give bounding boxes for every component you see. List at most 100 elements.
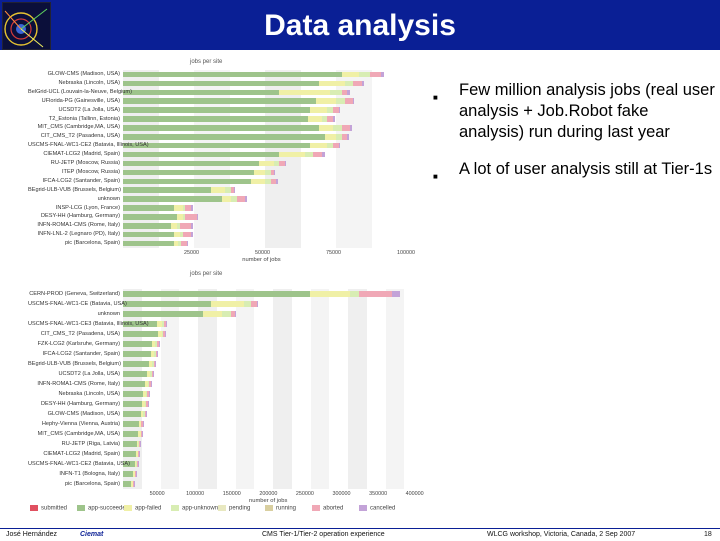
bar-cancelled (191, 205, 193, 211)
bar-app-unknown (358, 71, 371, 78)
bar-app-failed (134, 461, 137, 467)
site-label: CIT_CMS_T2 (Pasadena, USA) (40, 133, 120, 140)
bar-app-succeeded (123, 451, 137, 457)
bar-aborted (230, 187, 234, 193)
bar-app-unknown (221, 311, 231, 317)
bar-app-failed (318, 80, 345, 87)
bar-app-unknown (144, 401, 147, 407)
bar-app-failed (341, 71, 359, 78)
legend-entry: pending (218, 505, 250, 512)
bar-cancelled (148, 391, 150, 397)
bar-app-failed (141, 411, 144, 417)
bar-app-succeeded (123, 196, 223, 202)
site-label: USCMS-FNAL-WC1-CE2 (Batavia, USA) (28, 461, 130, 467)
bar-app-failed (136, 441, 139, 447)
bar-app-failed (143, 391, 146, 397)
bar-aborted (144, 411, 147, 417)
footer-event: WLCG workshop, Victoria, Canada, 2 Sep 2… (487, 531, 636, 538)
bar-app-succeeded (123, 301, 211, 307)
slide-title: Data analysis (264, 9, 456, 42)
bar-app-unknown (143, 411, 145, 417)
footer-center: CMS Tier-1/Tier-2 operation experience (262, 531, 385, 538)
x-tick-label: 25000 (184, 250, 199, 256)
bar-app-succeeded (123, 421, 140, 427)
bar-app-succeeded (123, 411, 142, 417)
bullet-square-icon: ■ (433, 93, 438, 102)
site-label: CIEMAT-LCG2 (Madrid, Spain) (43, 451, 120, 457)
bullet-list: ■ Few million analysis jobs (real user a… (433, 80, 718, 196)
bar-aborted (341, 125, 351, 131)
bar-cancelled (321, 151, 325, 158)
bar-app-failed (279, 89, 331, 95)
site-label: MIT_CMS (Cambridge,MA, USA) (37, 431, 120, 437)
bar-app-succeeded (123, 71, 342, 78)
x-tick-label: 75000 (326, 250, 341, 256)
bar-app-failed (222, 196, 231, 202)
bar-aborted (182, 231, 192, 238)
bar-cancelled (284, 160, 287, 167)
x-tick-label: 400000 (405, 491, 424, 497)
bar-aborted (251, 301, 257, 307)
site-label: INSP-LCG (Lyon, France) (55, 204, 120, 211)
site-label: ITEP (Moscow, Russia) (61, 168, 120, 175)
legend-swatch (312, 505, 320, 511)
bar-cancelled (146, 411, 147, 417)
bar-cancelled (150, 381, 152, 387)
legend-swatch (359, 505, 367, 511)
grid-band (198, 289, 217, 489)
bar-cancelled (353, 98, 355, 104)
bar-app-unknown (265, 178, 271, 184)
x-tick-label: 50000 (255, 250, 270, 256)
bar-app-unknown (230, 196, 237, 202)
x-tick-label: 200000 (259, 491, 278, 497)
legend-entry: app-unknown (171, 505, 218, 512)
bar-app-succeeded (123, 331, 159, 337)
site-label: IFCA-LCG2 (Santander, Spain) (42, 351, 120, 357)
legend-label: aborted (323, 505, 344, 512)
bar-app-failed (142, 401, 145, 407)
bar-cancelled (157, 351, 158, 357)
bullet-item: ■ Few million analysis jobs (real user a… (433, 80, 718, 143)
bar-app-unknown (178, 240, 182, 247)
bar-app-failed (147, 371, 151, 377)
site-label: CIT_CMS_T2 (Pasadena, USA) (40, 331, 120, 337)
bar-app-failed (174, 205, 183, 211)
bar-app-unknown (147, 381, 150, 387)
bar-app-succeeded (123, 371, 148, 377)
bullet-item: ■ A lot of user analysis still at Tier-1… (433, 159, 718, 181)
bar-app-failed (176, 214, 183, 220)
bar-cancelled (245, 196, 247, 202)
bar-app-unknown (327, 107, 334, 113)
bar-cancelled (158, 341, 160, 347)
site-label: unknown (97, 195, 120, 202)
page-number: 18 (704, 531, 712, 538)
x-tick-label: 100000 (397, 250, 415, 256)
bar-app-unknown (138, 441, 140, 447)
site-label: DESY-HH (Hamburg, Germany) (40, 401, 120, 407)
bar-app-unknown (265, 169, 271, 176)
site-label: FZK-LCG2 (Karlsruhe, Germany) (37, 341, 120, 347)
bar-app-failed (203, 311, 222, 317)
bar-app-failed (259, 160, 274, 167)
bar-app-succeeded (123, 142, 311, 149)
bar-app-unknown (154, 351, 156, 357)
bar-app-succeeded (123, 321, 158, 327)
bar-aborted (156, 341, 159, 347)
bar-app-failed (136, 451, 138, 457)
bar-aborted (141, 431, 142, 437)
bar-aborted (270, 178, 277, 184)
bar-aborted (333, 142, 339, 149)
bar-aborted (133, 481, 134, 487)
bar-app-unknown (330, 89, 342, 95)
x-axis-label: number of jobs (242, 257, 281, 263)
bar-app-failed (152, 341, 156, 347)
bar-cancelled (391, 291, 401, 297)
site-label: pic (Barcelona, Spain) (64, 240, 120, 247)
bar-aborted (358, 291, 392, 297)
bar-app-succeeded (123, 80, 319, 87)
bar-app-unknown (182, 214, 186, 220)
x-tick-label: 250000 (295, 491, 314, 497)
bar-app-unknown (321, 116, 328, 122)
bar-app-succeeded (123, 205, 175, 211)
bar-cancelled (133, 481, 135, 487)
